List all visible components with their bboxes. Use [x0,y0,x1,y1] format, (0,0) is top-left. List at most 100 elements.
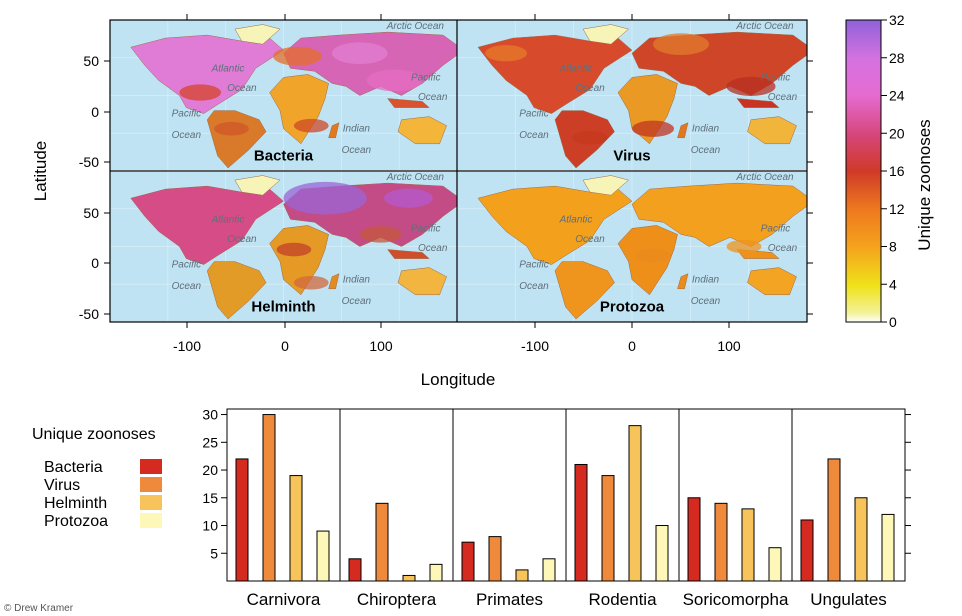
ocean-label: Arctic Ocean [735,172,794,183]
map-land-greenland [234,175,281,196]
ocean-label: Pacific [761,72,790,83]
map-x-tick-label: -100 [173,338,201,354]
map-y-tick-label: -50 [79,154,99,170]
colorbar-tick-label: 28 [889,50,905,66]
bar-category-labels: Carnivora Chiroptera Primates Rodentia Soric… [247,590,887,609]
ocean-label: Ocean [172,281,202,292]
category-label: Carnivora [247,590,321,609]
map-intensity-patch [635,248,671,263]
category-label: Primates [476,590,543,609]
bar-protozoa-primates [542,558,556,582]
category-label: Chiroptera [357,590,437,609]
map-intensity-patch [572,130,608,145]
map-intensity-patch [273,46,322,66]
map-intensity-patch [283,181,367,215]
bar-y-tick-label: 30 [202,407,218,423]
bar-category-dividers [339,409,793,581]
map-land-greenland [582,175,630,196]
legend-swatch-helminth [140,495,162,510]
map-land-sa [206,261,267,320]
ocean-label: Ocean [342,296,372,307]
bar-chart: 5 10 15 20 25 30 Carnivora Chiroptera Primates R… [202,407,911,609]
colorbar: 32 28 24 20 16 12 8 4 0 Unique zoonoses [845,12,934,330]
colorbar-gradient [845,19,882,323]
ocean-label: Arctic Ocean [735,21,794,32]
map-intensity-patch [293,118,329,133]
map-land-madag [328,122,340,139]
map-land-sa [554,261,615,320]
bar-bacteria-primates [461,541,475,582]
ocean-label: Ocean [519,281,549,292]
map-land-eurasia [631,182,807,247]
map-y-tick-label: 50 [83,53,99,69]
ocean-label: Pacific [172,260,201,271]
legend-swatch-protozoa [140,513,162,528]
map-land-madag [677,273,689,290]
bar-virus-carnivora [262,414,276,582]
map-land-aus [397,116,447,145]
map-land-madag [328,273,340,290]
map-panel-helminth: Arctic Ocean Atlantic Ocean Pacific Ocean Ind… [110,172,457,322]
map-y-tick-label: 0 [91,104,99,120]
map-xlabel: Longitude [421,370,496,389]
map-land-indo [387,98,430,108]
map-intensity-patch [726,76,776,96]
map-land-greenland [234,24,281,45]
colorbar-tick-label: 32 [889,12,905,28]
bar-bacteria-soricomorpha [687,497,701,582]
bar-virus-rodentia [601,475,615,582]
ocean-label: Ocean [691,296,721,307]
map-land-indo [736,98,780,108]
bar-helminth-ungulates [854,497,868,582]
map-intensity-patch [632,120,674,137]
bar-helminth-soricomorpha [741,508,755,582]
ocean-label: Ocean [575,234,605,245]
bar-protozoa-ungulates [881,513,895,582]
map-land-na [130,34,284,114]
bar-helminth-rodentia [628,425,642,582]
legend-swatch-bacteria [140,459,162,474]
map-y-tick-label: -50 [79,306,99,322]
map-y-tick-label: 0 [91,255,99,271]
bar-helminth-chiroptera [402,574,416,582]
ocean-label: Ocean [575,83,605,94]
map-intensity-patch [653,33,709,56]
map-intensity-patch [179,84,222,101]
ocean-label: Indian [692,124,720,135]
map-land-indo [387,249,430,259]
map-x-tick-label: 0 [628,338,636,354]
map-ylabel: Latitude [31,141,50,202]
ocean-label: Arctic Ocean [386,21,445,32]
ocean-label: Indian [692,275,720,286]
ocean-label: Ocean [227,83,257,94]
panel-label-helminth: Helminth [251,298,315,315]
bar-legend: Unique zoonoses BacteriaVirusHelminthPro… [32,426,162,530]
bar-y-tick-label: 10 [202,518,218,534]
bar-bacteria-chiroptera [348,558,362,582]
legend-label-bacteria: Bacteria [44,459,103,476]
ocean-label: Pacific [761,223,790,234]
map-x-tick-label: 100 [369,338,393,354]
colorbar-title: Unique zoonoses [915,119,934,250]
colorbar-tick-label: 4 [889,276,897,292]
ocean-label: Atlantic [211,63,245,74]
map-intensity-patch [359,226,402,243]
ocean-label: Ocean [768,92,798,103]
colorbar-tick-label: 20 [889,125,905,141]
ocean-label: Pacific [172,109,201,120]
legend-label-helminth: Helminth [44,495,107,512]
bar-bacteria-carnivora [235,458,249,582]
bar-bacteria-rodentia [574,463,588,582]
ocean-label: Pacific [411,223,440,234]
map-land-madag [677,122,689,139]
map-intensity-patch [332,42,388,65]
ocean-label: Ocean [172,130,202,141]
ocean-label: Ocean [418,243,448,254]
panel-label-virus: Virus [613,147,650,164]
bar-protozoa-chiroptera [429,563,443,582]
map-x-tick-label: -100 [521,338,549,354]
ocean-label: Ocean [691,145,721,156]
ocean-label: Pacific [519,109,548,120]
ocean-label: Atlantic [559,63,593,74]
legend-swatch-virus [140,477,162,492]
